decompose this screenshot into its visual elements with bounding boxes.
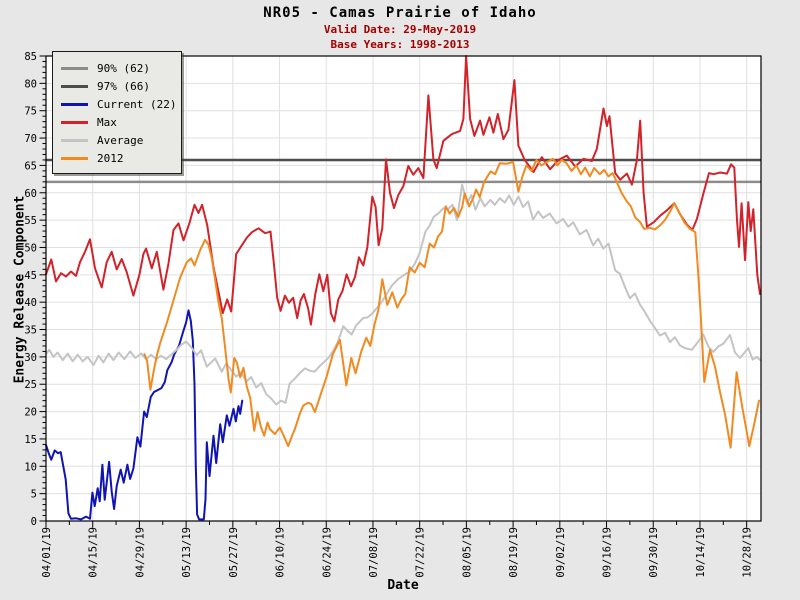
y-tick-label: 20 [24, 407, 37, 419]
y-tick-label: 45 [24, 270, 37, 282]
y-tick-label: 60 [24, 188, 37, 200]
x-tick-label: 07/22/19 [415, 527, 427, 578]
y-tick-label: 40 [24, 297, 37, 309]
x-tick-label: 09/30/19 [648, 527, 660, 578]
x-axis-title: Date [387, 578, 419, 593]
legend-item-label: 90% (62) [97, 61, 150, 75]
plot-border [45, 55, 762, 522]
x-tick-label: 10/14/19 [695, 527, 707, 578]
chart-title: NR05 - Camas Prairie of Idaho [263, 5, 537, 21]
x-tick-labels: 04/01/19 04/15/19 04/29/19 05/13/19 05/27/19… [41, 527, 754, 578]
x-tick-label: 06/10/19 [275, 527, 287, 578]
legend-swatch-icon [61, 138, 88, 142]
x-tick-label: 09/16/19 [602, 527, 614, 578]
y-tick-label: 0 [31, 516, 37, 528]
legend-swatch-icon [61, 66, 88, 70]
base-years-subtitle: Base Years: 1998-2013 [330, 38, 470, 51]
y-tick-label: 50 [24, 242, 37, 254]
y-tick-label: 35 [24, 325, 37, 337]
legend-item: 2012 [61, 149, 173, 167]
series-line-max [45, 55, 761, 326]
legend-item: Current (22) [61, 95, 177, 113]
legend-swatch-icon [61, 120, 88, 124]
y-tick-label: 85 [24, 51, 37, 63]
x-tick-label: 06/24/19 [321, 527, 333, 578]
valid-date-subtitle: Valid Date: 29-May-2019 [323, 23, 477, 36]
legend: 90% (62) 97% (66) Current (22) Max Average 20… [52, 51, 182, 174]
axes-and-ticks [39, 55, 762, 528]
gridlines [46, 55, 761, 521]
x-tick-label: 05/13/19 [181, 527, 193, 578]
x-tick-label: 04/15/19 [88, 527, 100, 578]
legend-item: Max [61, 113, 173, 131]
x-tick-label: 08/19/19 [508, 527, 520, 578]
legend-item-label: Max [97, 115, 117, 129]
legend-swatch-icon [61, 84, 88, 88]
y-tick-labels: 0 5 10 15 20 25 30 35 40 45 50 55 60 65 70 75 80 85 [24, 51, 37, 528]
y-tick-label: 5 [31, 489, 37, 501]
series-line-2012 [143, 157, 760, 449]
legend-item: 90% (62) [61, 59, 173, 77]
legend-item-label: Current (22) [97, 97, 177, 111]
series-line-current-22 [45, 309, 244, 521]
x-tick-label: 08/05/19 [461, 527, 473, 578]
y-tick-label: 65 [24, 160, 37, 172]
legend-item: 97% (66) [61, 77, 173, 95]
y-tick-label: 25 [24, 379, 37, 391]
legend-swatch-icon [61, 102, 88, 106]
legend-item-label: 2012 [97, 151, 124, 165]
x-tick-label: 07/08/19 [368, 527, 380, 578]
y-tick-label: 75 [24, 106, 37, 118]
legend-swatch-icon [61, 156, 88, 160]
x-tick-label: 05/27/19 [228, 527, 240, 578]
legend-item-label: Average [97, 133, 144, 147]
y-tick-label: 30 [24, 352, 37, 364]
legend-item: Average [61, 131, 173, 149]
x-tick-label: 09/02/19 [555, 527, 567, 578]
y-tick-label: 15 [24, 434, 37, 446]
y-tick-label: 55 [24, 215, 37, 227]
y-tick-label: 80 [24, 78, 37, 90]
chart-header: NR05 - Camas Prairie of Idaho Valid Date… [0, 5, 800, 51]
x-tick-label: 10/28/19 [742, 527, 754, 578]
data-series-lines [45, 55, 762, 521]
y-tick-label: 70 [24, 133, 37, 145]
y-tick-label: 10 [24, 461, 37, 473]
series-line-average [45, 183, 762, 406]
legend-item-label: 97% (66) [97, 79, 150, 93]
x-tick-label: 04/29/19 [134, 527, 146, 578]
x-tick-label: 04/01/19 [41, 527, 53, 578]
y-axis-title: Energy Release Component [12, 195, 28, 384]
